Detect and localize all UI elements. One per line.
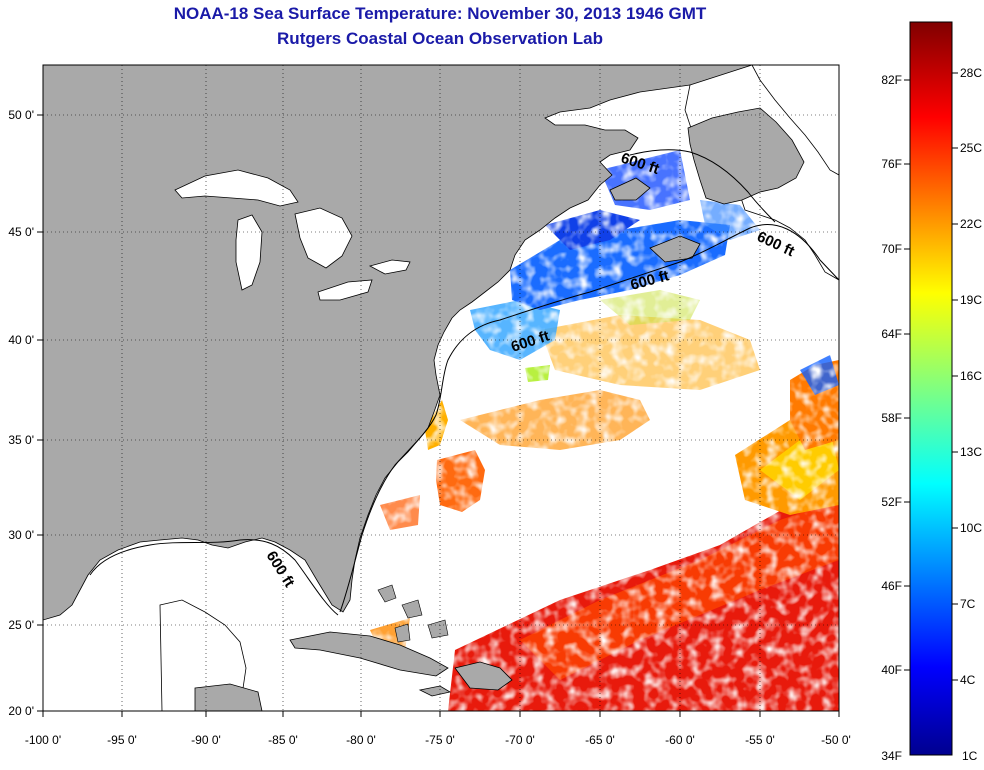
colorbar-f-label: 58F <box>881 411 902 425</box>
colorbar-c-label: 7C <box>960 597 976 611</box>
colorbar-c-label: 25C <box>960 141 982 155</box>
lat-lon-grid <box>43 65 839 711</box>
colorbar-c-label: 19C <box>960 293 982 307</box>
lon-label: -55 0' <box>745 733 775 747</box>
axis-tick-marks <box>37 114 840 717</box>
lon-label: -70 0' <box>505 733 535 747</box>
great-lakes <box>174 169 411 301</box>
lon-label: -50 0' <box>821 733 851 747</box>
colorbar-f-label: 76F <box>881 157 902 171</box>
lon-label: -65 0' <box>585 733 615 747</box>
depth-contour-600ft <box>89 149 839 616</box>
colorbar-f-label: 40F <box>881 663 902 677</box>
longitude-labels: -100 0' -95 0' -90 0' -85 0' -80 0' -75 … <box>25 733 851 747</box>
map-frame <box>42 64 840 712</box>
colorbar-gradient <box>909 21 953 756</box>
map-subtitle: Rutgers Coastal Ocean Observation Lab <box>277 29 603 48</box>
colorbar-c-label: 4C <box>960 673 976 687</box>
colorbar-c-label: 22C <box>960 217 982 231</box>
lat-label: 25 0' <box>8 618 34 632</box>
colorbar-f-label: 70F <box>881 242 902 256</box>
colorbar-f-label: 52F <box>881 495 902 509</box>
colorbar-f-label: 64F <box>881 327 902 341</box>
lon-label: -90 0' <box>191 733 221 747</box>
colorbar-c-label: 16C <box>960 369 982 383</box>
colorbar-c-label: 1C <box>962 749 978 763</box>
lat-label: 50 0' <box>8 108 34 122</box>
lat-label: 45 0' <box>8 225 34 239</box>
colorbar-f-label: 34F <box>881 749 902 763</box>
colorbar-c-label: 13C <box>960 445 982 459</box>
lon-label: -85 0' <box>268 733 298 747</box>
lon-label: -95 0' <box>107 733 137 747</box>
lon-label: -75 0' <box>425 733 455 747</box>
lat-label: 30 0' <box>8 528 34 542</box>
latitude-labels: 20 0' 25 0' 30 0' 35 0' 40 0' 45 0' 50 0… <box>8 108 34 718</box>
temperature-colorbar: 82F 76F 70F 64F 58F 52F 46F 40F 34F 28C … <box>881 21 982 763</box>
colorbar-f-label: 46F <box>881 579 902 593</box>
lat-label: 40 0' <box>8 333 34 347</box>
colorbar-c-label: 28C <box>960 66 982 80</box>
colorbar-c-label: 10C <box>960 521 982 535</box>
lon-label: -100 0' <box>25 733 61 747</box>
lat-label: 20 0' <box>8 704 34 718</box>
lon-label: -60 0' <box>665 733 695 747</box>
bahamas <box>377 584 449 643</box>
colorbar-f-label: 82F <box>881 73 902 87</box>
map-title: NOAA-18 Sea Surface Temperature: Novembe… <box>173 4 707 23</box>
lon-label: -80 0' <box>346 733 376 747</box>
lat-label: 35 0' <box>8 433 34 447</box>
land-layer <box>43 65 839 711</box>
